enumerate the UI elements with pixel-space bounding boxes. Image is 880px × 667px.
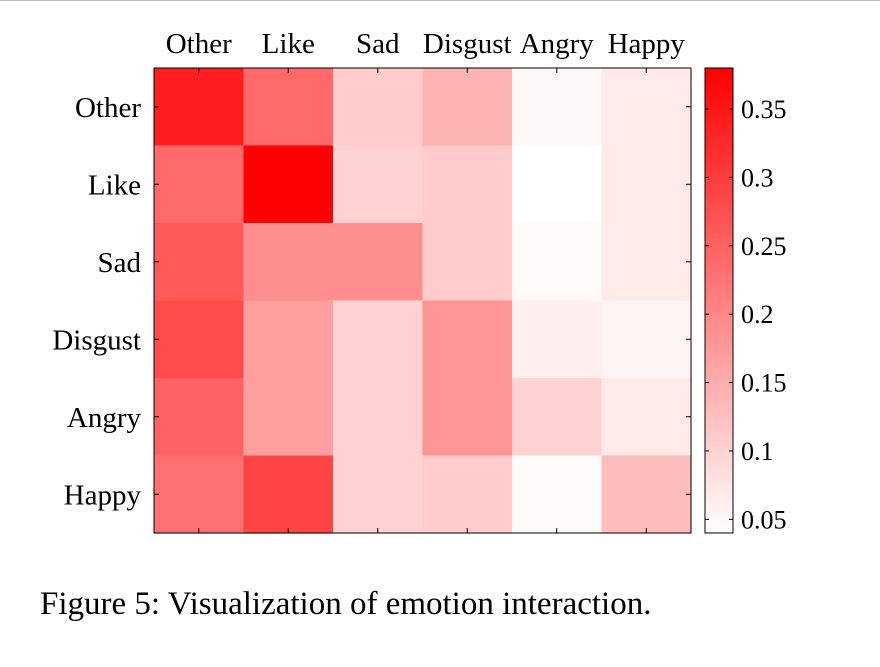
x-tick-label-sad: Sad <box>356 28 400 60</box>
heatmap-cell-like-angry <box>512 145 603 224</box>
heatmap-cell-sad-disgust <box>422 223 513 302</box>
heatmap-cell-like-like <box>243 145 334 224</box>
heatmap-cell-happy-sad <box>333 455 424 534</box>
heatmap-cell-happy-angry <box>512 455 603 534</box>
heatmap-cell-angry-other <box>154 378 245 457</box>
y-tick-label-sad: Sad <box>98 247 142 279</box>
heatmap-cell-angry-happy <box>601 378 692 457</box>
x-tick-label-disgust: Disgust <box>423 28 512 60</box>
heatmap-cell-sad-like <box>243 223 334 302</box>
colorbar-tick-label: 0.15 <box>741 369 787 398</box>
heatmap-cell-disgust-happy <box>601 300 692 379</box>
colorbar-tick-label: 0.2 <box>741 300 774 329</box>
heatmap-cell-angry-sad <box>333 378 424 457</box>
heatmap-cell-disgust-disgust <box>422 300 513 379</box>
heatmap-cell-like-other <box>154 145 245 224</box>
y-tick-label-angry: Angry <box>67 402 142 434</box>
heatmap-cell-happy-disgust <box>422 455 513 534</box>
colorbar-tick-label: 0.3 <box>741 163 774 192</box>
heatmap-cell-like-sad <box>333 145 424 224</box>
y-tick-label-other: Other <box>75 92 141 124</box>
heatmap-cell-angry-angry <box>512 378 603 457</box>
heatmap-cell-disgust-angry <box>512 300 603 379</box>
x-tick-label-angry: Angry <box>520 28 595 60</box>
heatmap-cell-angry-like <box>243 378 334 457</box>
heatmap-cell-other-angry <box>512 68 603 147</box>
colorbar-tick-label: 0.35 <box>741 95 787 124</box>
colorbar-tick-label: 0.1 <box>741 437 774 466</box>
heatmap-cell-sad-happy <box>601 223 692 302</box>
heatmap-cell-happy-like <box>243 455 334 534</box>
colorbar-tick-label: 0.05 <box>741 505 787 534</box>
heatmap-cell-happy-happy <box>601 455 692 534</box>
colorbar <box>704 67 734 534</box>
heatmap-cell-sad-other <box>154 223 245 302</box>
heatmap-cell-sad-sad <box>333 223 424 302</box>
x-tick-label-like: Like <box>262 28 315 60</box>
x-tick-label-other: Other <box>166 28 232 60</box>
plot-frame <box>153 67 692 534</box>
heatmap-cell-other-sad <box>333 68 424 147</box>
x-tick-label-happy: Happy <box>608 28 686 60</box>
heatmap-cell-disgust-sad <box>333 300 424 379</box>
heatmap-cell-disgust-other <box>154 300 245 379</box>
top-border-line <box>0 0 880 1</box>
figure-caption: Figure 5: Visualization of emotion inter… <box>40 586 652 622</box>
heatmap-cell-sad-angry <box>512 223 603 302</box>
heatmap-cell-like-happy <box>601 145 692 224</box>
heatmap-cell-other-disgust <box>422 68 513 147</box>
heatmap-cell-other-other <box>154 68 245 147</box>
heatmap-cell-other-like <box>243 68 334 147</box>
heatmap-cell-disgust-like <box>243 300 334 379</box>
heatmap-cell-happy-other <box>154 455 245 534</box>
heatmap-cell-angry-disgust <box>422 378 513 457</box>
y-tick-label-disgust: Disgust <box>52 324 141 356</box>
heatmap-chart: Other Like Sad Disgust Angry HappyOtherLikeSa… <box>52 28 787 534</box>
y-tick-label-happy: Happy <box>64 479 142 511</box>
colorbar-tick-label: 0.25 <box>741 232 787 261</box>
heatmap-cell-like-disgust <box>422 145 513 224</box>
heatmap-cell-other-happy <box>601 68 692 147</box>
y-tick-label-like: Like <box>88 169 141 201</box>
